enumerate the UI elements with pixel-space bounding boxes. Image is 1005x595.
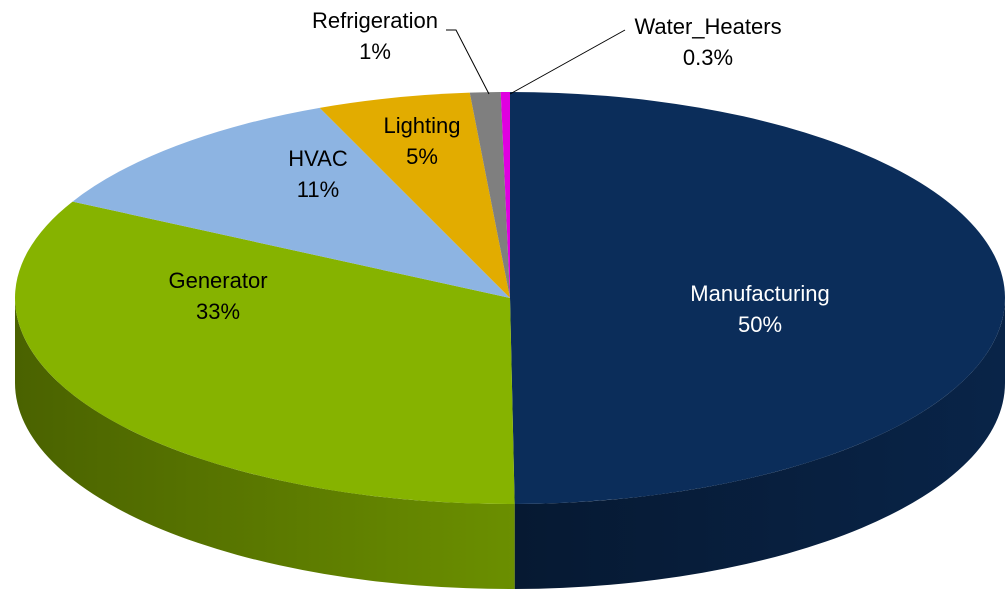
value-label: 0.3% [683,45,733,70]
slice-label: Generator [168,268,267,293]
slice [14,201,515,505]
slice-side [514,298,1005,589]
slice [319,92,510,299]
value-label: 1% [359,39,391,64]
pie-tops [14,92,1005,505]
slice [469,92,510,298]
slice [72,107,511,298]
value-label: 11% [297,177,339,202]
slice-label: Water_Heaters [634,14,781,39]
slice [500,92,510,298]
value-label: 33% [196,299,240,324]
slice-label: Manufacturing [690,281,829,306]
leader-line [446,29,490,95]
value-label: 5% [406,144,438,169]
value-label: 50% [738,312,782,337]
slice-label: Lighting [383,113,460,138]
slice-label: Refrigeration [312,8,438,33]
labels: Manufacturing 50% Generator 33% HVAC 11% Light… [168,8,829,337]
slice [510,92,1005,504]
pie-sides [15,298,1005,589]
slice-label: HVAC [288,146,348,171]
slice-side [15,298,515,589]
leader-line [509,29,626,95]
